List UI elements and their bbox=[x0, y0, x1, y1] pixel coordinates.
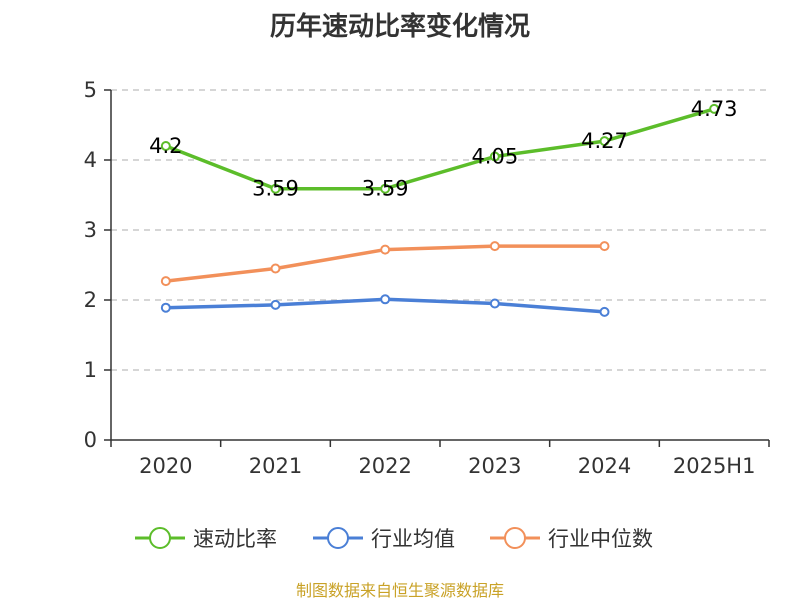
data-point-1-2023 bbox=[489, 298, 500, 309]
legend-item-2[interactable]: 行业中位数 bbox=[490, 518, 653, 558]
data-label-2020: 4.2 bbox=[149, 134, 182, 158]
source-note: 制图数据来自恒生聚源数据库 bbox=[295, 581, 504, 600]
series-lines bbox=[160, 103, 720, 317]
legend-label: 速动比率 bbox=[193, 527, 277, 551]
data-point-0-2025H1 bbox=[709, 103, 720, 114]
data-point-1-2021 bbox=[270, 299, 281, 310]
x-tick-label-2024: 2024 bbox=[578, 454, 631, 478]
data-label-2025H1: 4.73 bbox=[691, 97, 738, 121]
data-point-0-2020 bbox=[160, 141, 171, 151]
y-tick-label-0: 0 bbox=[84, 428, 97, 452]
y-tick-label-3: 3 bbox=[84, 218, 97, 242]
y-tick-label-4: 4 bbox=[84, 148, 97, 172]
data-point-2-2021 bbox=[270, 263, 281, 274]
data-point-2-2020 bbox=[160, 276, 171, 287]
x-tick-label-2021: 2021 bbox=[249, 454, 302, 478]
x-tick-label-2023: 2023 bbox=[468, 454, 521, 478]
data-point-0-2023 bbox=[489, 151, 500, 162]
data-point-0-2022 bbox=[380, 183, 391, 194]
legend-line-circle-icon bbox=[135, 527, 185, 549]
legend-item-1[interactable]: 行业均值 bbox=[313, 518, 455, 558]
data-point-1-2020 bbox=[160, 302, 171, 313]
y-tick-label-5: 5 bbox=[84, 78, 97, 102]
x-tick-label-2025H1: 2025H1 bbox=[673, 454, 756, 478]
legend-label: 行业均值 bbox=[371, 527, 455, 551]
legend-line-circle-icon bbox=[313, 527, 363, 549]
data-point-1-2024 bbox=[599, 306, 610, 317]
data-label-2022: 3.59 bbox=[362, 177, 409, 201]
grid-lines bbox=[111, 89, 769, 371]
legend-item-0[interactable]: 速动比率 bbox=[135, 518, 277, 558]
y-tick-label-1: 1 bbox=[84, 358, 97, 382]
data-label-2021: 3.59 bbox=[252, 177, 299, 201]
data-label-2023: 4.05 bbox=[471, 145, 518, 169]
data-point-1-2022 bbox=[380, 294, 391, 305]
data-point-0-2021 bbox=[270, 183, 281, 194]
x-tick-label-2022: 2022 bbox=[358, 454, 411, 478]
legend-label: 行业中位数 bbox=[548, 527, 653, 551]
y-tick-label-2: 2 bbox=[84, 288, 97, 312]
x-tick-label-2020: 2020 bbox=[139, 454, 192, 478]
legend-line-circle-icon bbox=[490, 527, 540, 549]
series-line-0 bbox=[165, 107, 715, 191]
legend: 速动比率 行业均值 行业中位数 bbox=[0, 518, 800, 558]
data-labels: 4.2 3.59 3.59 4.05 4.27 4.73 bbox=[149, 97, 737, 201]
data-point-2-2023 bbox=[489, 241, 500, 252]
chart-title: 历年速动比率变化情况 bbox=[269, 12, 530, 42]
data-point-0-2024 bbox=[599, 136, 610, 147]
data-label-2024: 4.27 bbox=[581, 129, 628, 153]
axes: 0 1 2 3 4 5 2020 2021 2022 2023 2024 2025H1 bbox=[84, 78, 770, 478]
data-point-2-2024 bbox=[599, 241, 610, 252]
data-point-2-2022 bbox=[380, 244, 391, 255]
